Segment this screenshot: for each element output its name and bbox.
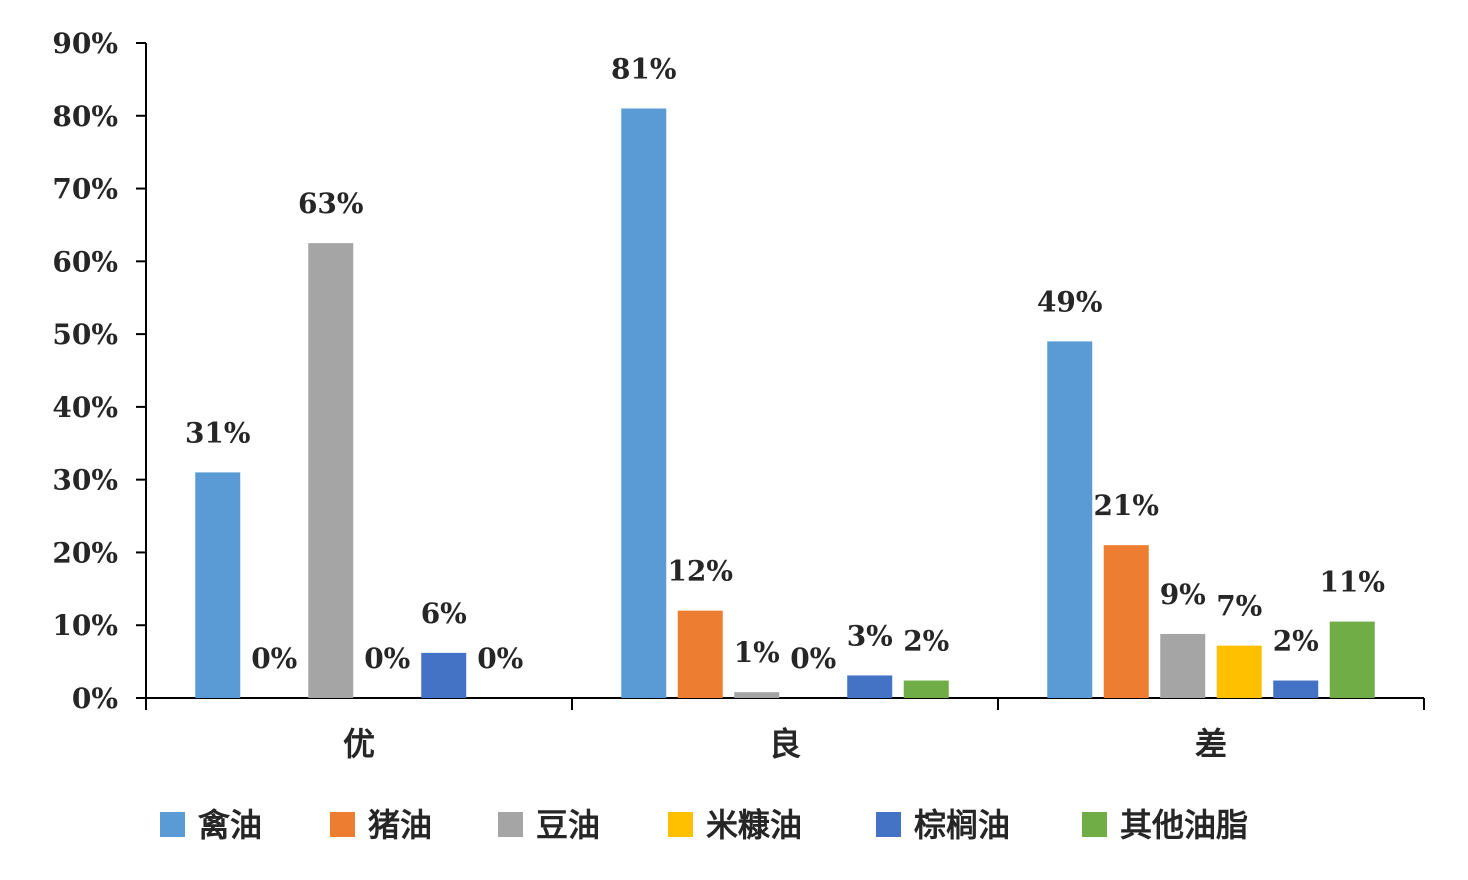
data-label: 12%	[667, 555, 733, 588]
data-label: 49%	[1037, 285, 1103, 318]
bar	[1329, 621, 1375, 698]
y-tick-label: 30%	[52, 464, 118, 497]
data-label: 2%	[1273, 625, 1319, 658]
legend-label: 米糠油	[706, 806, 802, 844]
bar	[621, 108, 667, 698]
bar	[847, 675, 893, 698]
bar	[1103, 545, 1149, 698]
data-label: 7%	[1216, 590, 1262, 623]
legend-swatch	[1082, 812, 1107, 837]
y-tick-label: 60%	[52, 245, 118, 278]
y-tick-label: 70%	[52, 173, 118, 206]
category-label: 良	[769, 725, 801, 763]
category-label: 差	[1195, 725, 1227, 763]
legend-swatch	[668, 812, 693, 837]
legend-label: 棕榈油	[914, 806, 1010, 844]
y-tick-label: 0%	[72, 682, 118, 715]
chart-bars	[195, 108, 1375, 698]
bar	[421, 652, 467, 698]
data-label: 1%	[734, 636, 780, 669]
category-label: 优	[343, 725, 375, 763]
legend-item: 米糠油	[668, 806, 802, 844]
y-tick-label: 40%	[52, 391, 118, 424]
bar	[677, 610, 723, 698]
data-label: 0%	[251, 642, 297, 675]
y-tick-label: 80%	[52, 100, 118, 133]
bar	[903, 680, 949, 698]
data-label: 2%	[903, 625, 949, 658]
bar	[1216, 645, 1262, 698]
chart-legend: 禽油 猪油 豆油 米糠油 棕榈油 其他油脂	[160, 806, 1248, 844]
legend-label: 禽油	[197, 806, 262, 844]
legend-swatch	[330, 812, 355, 837]
bar	[195, 472, 241, 698]
y-tick-label: 20%	[52, 536, 118, 569]
data-label: 11%	[1319, 566, 1385, 599]
data-label: 31%	[185, 416, 251, 449]
data-label: 0%	[477, 642, 523, 675]
legend-swatch	[160, 812, 185, 837]
legend-swatch	[498, 812, 523, 837]
x-axis-category-labels: 优良差	[343, 725, 1227, 763]
legend-item: 禽油	[160, 806, 262, 844]
legend-label: 豆油	[536, 806, 600, 844]
data-label: 21%	[1093, 489, 1159, 522]
bar	[1273, 680, 1319, 698]
legend-swatch	[876, 812, 901, 837]
legend-item: 豆油	[498, 806, 600, 844]
bar	[734, 692, 780, 698]
legend-item: 其他油脂	[1082, 806, 1248, 844]
data-label: 63%	[298, 187, 364, 220]
y-tick-label: 50%	[52, 318, 118, 351]
legend-item: 棕榈油	[876, 806, 1010, 844]
data-label: 81%	[611, 53, 677, 86]
y-tick-label: 10%	[52, 609, 118, 642]
legend-label: 其他油脂	[1120, 806, 1248, 844]
data-label: 6%	[421, 597, 467, 630]
chart-axes	[136, 42, 1425, 710]
data-label: 9%	[1160, 578, 1206, 611]
legend-item: 猪油	[330, 806, 432, 844]
chart-data-labels: 31% 0% 63% 0% 6% 0% 81% 12% 1% 0% 3% 2% 49% 21% 9% 7% 2%…	[185, 53, 1385, 676]
y-tick-label: 90%	[52, 27, 118, 60]
data-label: 0%	[790, 642, 836, 675]
bar	[1160, 633, 1206, 698]
data-label: 3%	[847, 619, 893, 652]
bar	[308, 243, 354, 698]
legend-label: 猪油	[368, 806, 432, 844]
data-label: 0%	[364, 642, 410, 675]
y-axis-tick-labels: 0% 10% 20% 30% 40% 50% 60% 70% 80% 90%	[52, 27, 118, 715]
bar	[1047, 341, 1093, 698]
